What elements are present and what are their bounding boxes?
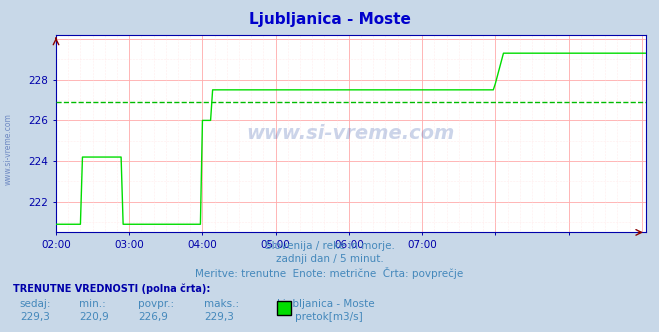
Text: www.si-vreme.com: www.si-vreme.com bbox=[246, 124, 455, 143]
Text: TRENUTNE VREDNOSTI (polna črta):: TRENUTNE VREDNOSTI (polna črta): bbox=[13, 284, 211, 294]
Text: Ljubljanica - Moste: Ljubljanica - Moste bbox=[248, 12, 411, 27]
Text: sedaj:: sedaj: bbox=[20, 299, 51, 309]
Text: 229,3: 229,3 bbox=[20, 312, 49, 322]
Text: 229,3: 229,3 bbox=[204, 312, 234, 322]
Text: www.si-vreme.com: www.si-vreme.com bbox=[4, 114, 13, 185]
Text: pretok[m3/s]: pretok[m3/s] bbox=[295, 312, 363, 322]
Text: 220,9: 220,9 bbox=[79, 312, 109, 322]
Text: maks.:: maks.: bbox=[204, 299, 239, 309]
Text: min.:: min.: bbox=[79, 299, 106, 309]
Text: Slovenija / reke in morje.: Slovenija / reke in morje. bbox=[264, 241, 395, 251]
Text: 226,9: 226,9 bbox=[138, 312, 168, 322]
Text: Ljubljanica - Moste: Ljubljanica - Moste bbox=[277, 299, 374, 309]
Text: povpr.:: povpr.: bbox=[138, 299, 175, 309]
Text: Meritve: trenutne  Enote: metrične  Črta: povprečje: Meritve: trenutne Enote: metrične Črta: … bbox=[195, 267, 464, 279]
Text: zadnji dan / 5 minut.: zadnji dan / 5 minut. bbox=[275, 254, 384, 264]
